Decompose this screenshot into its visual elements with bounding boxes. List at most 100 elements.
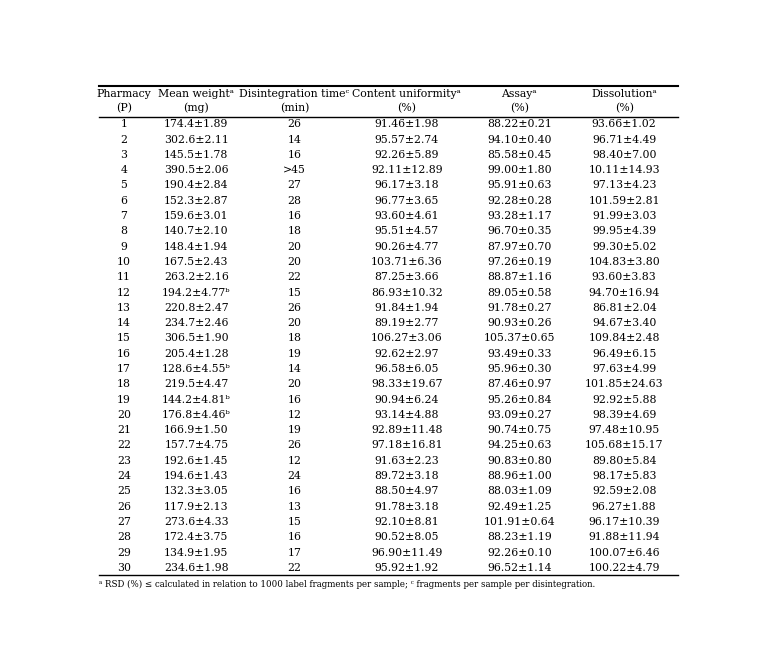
Text: 23: 23: [117, 456, 131, 465]
Text: 15: 15: [117, 333, 131, 343]
Text: 176.8±4.46ᵇ: 176.8±4.46ᵇ: [162, 410, 231, 420]
Text: 91.63±2.23: 91.63±2.23: [375, 456, 439, 465]
Text: 93.49±0.33: 93.49±0.33: [487, 348, 552, 358]
Text: >45: >45: [283, 165, 306, 175]
Text: 190.4±2.84: 190.4±2.84: [164, 180, 229, 190]
Text: 19: 19: [117, 394, 131, 404]
Text: 17: 17: [117, 364, 131, 374]
Text: 105.37±0.65: 105.37±0.65: [484, 333, 555, 343]
Text: 100.22±4.79: 100.22±4.79: [588, 563, 660, 573]
Text: 91.84±1.94: 91.84±1.94: [375, 303, 439, 313]
Text: 166.9±1.50: 166.9±1.50: [164, 425, 229, 435]
Text: 86.81±2.04: 86.81±2.04: [592, 303, 656, 313]
Text: 140.7±2.10: 140.7±2.10: [164, 226, 229, 236]
Text: 91.78±0.27: 91.78±0.27: [487, 303, 552, 313]
Text: 89.72±3.18: 89.72±3.18: [375, 471, 439, 481]
Text: 29: 29: [117, 547, 131, 557]
Text: 87.97±0.70: 87.97±0.70: [487, 241, 552, 251]
Text: 167.5±2.43: 167.5±2.43: [164, 257, 229, 267]
Text: 105.68±15.17: 105.68±15.17: [585, 440, 663, 450]
Text: 87.25±3.66: 87.25±3.66: [375, 272, 439, 282]
Text: (mg): (mg): [183, 103, 209, 113]
Text: 92.10±8.81: 92.10±8.81: [375, 517, 439, 527]
Text: 194.2±4.77ᵇ: 194.2±4.77ᵇ: [162, 287, 231, 297]
Text: 21: 21: [117, 425, 131, 435]
Text: 27: 27: [288, 180, 301, 190]
Text: 159.6±3.01: 159.6±3.01: [164, 211, 229, 221]
Text: 22: 22: [288, 272, 301, 282]
Text: 89.05±0.58: 89.05±0.58: [487, 287, 552, 297]
Text: 16: 16: [117, 348, 131, 358]
Text: 103.71±6.36: 103.71±6.36: [371, 257, 443, 267]
Text: 26: 26: [288, 119, 301, 129]
Text: 18: 18: [288, 226, 301, 236]
Text: Assayᵃ: Assayᵃ: [501, 89, 537, 99]
Text: 18: 18: [288, 333, 301, 343]
Text: 144.2±4.81ᵇ: 144.2±4.81ᵇ: [162, 394, 231, 404]
Text: 96.17±3.18: 96.17±3.18: [375, 180, 439, 190]
Text: 95.92±1.92: 95.92±1.92: [375, 563, 439, 573]
Text: 101.59±2.81: 101.59±2.81: [588, 196, 660, 205]
Text: 11: 11: [117, 272, 131, 282]
Text: 7: 7: [120, 211, 127, 221]
Text: 98.39±4.69: 98.39±4.69: [592, 410, 656, 420]
Text: (%): (%): [509, 103, 529, 113]
Text: 12: 12: [117, 287, 131, 297]
Text: 16: 16: [288, 532, 301, 542]
Text: 99.95±4.39: 99.95±4.39: [592, 226, 656, 236]
Text: 219.5±4.47: 219.5±4.47: [164, 379, 229, 389]
Text: 97.63±4.99: 97.63±4.99: [592, 364, 656, 374]
Text: 95.51±4.57: 95.51±4.57: [375, 226, 439, 236]
Text: 101.91±0.64: 101.91±0.64: [484, 517, 555, 527]
Text: 96.17±10.39: 96.17±10.39: [588, 517, 660, 527]
Text: 90.52±8.05: 90.52±8.05: [375, 532, 439, 542]
Text: 5: 5: [120, 180, 127, 190]
Text: 16: 16: [288, 150, 301, 160]
Text: 194.6±1.43: 194.6±1.43: [164, 471, 229, 481]
Text: 93.28±1.17: 93.28±1.17: [487, 211, 552, 221]
Text: 25: 25: [117, 486, 131, 496]
Text: 172.4±3.75: 172.4±3.75: [164, 532, 229, 542]
Text: 88.22±0.21: 88.22±0.21: [487, 119, 552, 129]
Text: 96.58±6.05: 96.58±6.05: [375, 364, 439, 374]
Text: 92.11±12.89: 92.11±12.89: [371, 165, 443, 175]
Text: 109.84±2.48: 109.84±2.48: [588, 333, 660, 343]
Text: 91.99±3.03: 91.99±3.03: [592, 211, 656, 221]
Text: (P): (P): [116, 103, 132, 113]
Text: 20: 20: [288, 241, 301, 251]
Text: 10: 10: [117, 257, 131, 267]
Text: 2: 2: [120, 134, 127, 144]
Text: 157.7±4.75: 157.7±4.75: [164, 440, 229, 450]
Text: 96.52±1.14: 96.52±1.14: [487, 563, 552, 573]
Text: 234.7±2.46: 234.7±2.46: [164, 318, 229, 328]
Text: 106.27±3.06: 106.27±3.06: [371, 333, 443, 343]
Text: 96.27±1.88: 96.27±1.88: [592, 501, 656, 511]
Text: 205.4±1.28: 205.4±1.28: [164, 348, 229, 358]
Text: 19: 19: [288, 425, 301, 435]
Text: 4: 4: [120, 165, 127, 175]
Text: 10.11±14.93: 10.11±14.93: [588, 165, 660, 175]
Text: 95.26±0.84: 95.26±0.84: [487, 394, 552, 404]
Text: 14: 14: [117, 318, 131, 328]
Text: 27: 27: [117, 517, 131, 527]
Text: 14: 14: [288, 134, 301, 144]
Text: 90.26±4.77: 90.26±4.77: [375, 241, 439, 251]
Text: 28: 28: [117, 532, 131, 542]
Text: 13: 13: [117, 303, 131, 313]
Text: 96.77±3.65: 96.77±3.65: [375, 196, 439, 205]
Text: 9: 9: [120, 241, 127, 251]
Text: Dissolutionᵃ: Dissolutionᵃ: [591, 89, 657, 99]
Text: 97.13±4.23: 97.13±4.23: [592, 180, 656, 190]
Text: 90.94±6.24: 90.94±6.24: [375, 394, 439, 404]
Text: 234.6±1.98: 234.6±1.98: [164, 563, 229, 573]
Text: 13: 13: [288, 501, 301, 511]
Text: 92.49±1.25: 92.49±1.25: [487, 501, 552, 511]
Text: 93.66±1.02: 93.66±1.02: [592, 119, 656, 129]
Text: 26: 26: [117, 501, 131, 511]
Text: 263.2±2.16: 263.2±2.16: [164, 272, 229, 282]
Text: 92.89±11.48: 92.89±11.48: [371, 425, 443, 435]
Text: 96.71±4.49: 96.71±4.49: [592, 134, 656, 144]
Text: Content uniformityᵃ: Content uniformityᵃ: [353, 89, 461, 99]
Text: 192.6±1.45: 192.6±1.45: [164, 456, 229, 465]
Text: 87.46±0.97: 87.46±0.97: [487, 379, 552, 389]
